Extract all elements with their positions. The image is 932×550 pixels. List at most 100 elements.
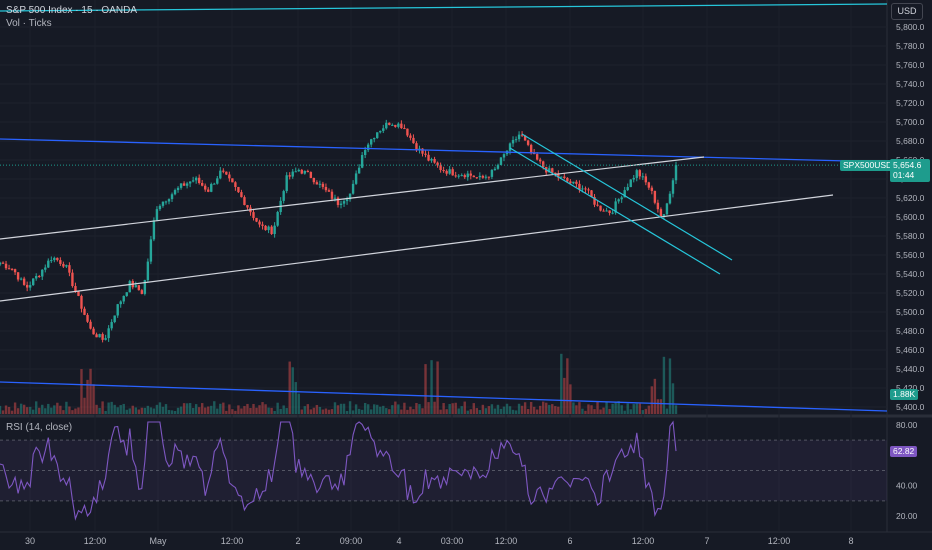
volume-bar bbox=[596, 401, 599, 414]
candle-body bbox=[288, 175, 291, 177]
volume-bar bbox=[336, 405, 340, 414]
volume-bar bbox=[309, 409, 313, 414]
volume-bar bbox=[674, 405, 678, 414]
candle-body bbox=[270, 226, 273, 235]
volume-bar bbox=[167, 409, 171, 414]
volume-bar bbox=[282, 405, 285, 414]
candle-body bbox=[10, 268, 14, 270]
volume-bar bbox=[351, 410, 355, 414]
candle-body bbox=[641, 176, 645, 178]
volume-bar bbox=[665, 408, 669, 414]
volume-bar bbox=[418, 404, 421, 414]
volume-bar bbox=[324, 408, 328, 414]
volume-bar bbox=[481, 404, 485, 414]
volume-bar bbox=[249, 407, 252, 414]
volume-bar bbox=[581, 408, 584, 414]
volume-bar bbox=[520, 405, 524, 414]
time-tick-label: 12:00 bbox=[84, 536, 107, 546]
volume-bar bbox=[388, 409, 391, 414]
volume-legend[interactable]: Vol · Ticks bbox=[6, 18, 52, 29]
volume-bar bbox=[297, 393, 300, 414]
candle-body bbox=[415, 143, 418, 151]
volume-bar bbox=[505, 403, 509, 414]
time-tick-label: 12:00 bbox=[768, 536, 791, 546]
candle-body bbox=[170, 194, 174, 200]
volume-bar bbox=[490, 404, 494, 414]
volume-bar bbox=[327, 409, 331, 414]
candle-body bbox=[376, 132, 379, 139]
volume-bar bbox=[466, 410, 469, 414]
volume-group bbox=[0, 353, 678, 414]
rsi-line bbox=[0, 420, 677, 521]
volume-bar bbox=[566, 358, 569, 414]
candle-body bbox=[463, 175, 466, 178]
volume-bar bbox=[339, 403, 343, 414]
volume-bar bbox=[264, 404, 267, 414]
countdown: 01:44 bbox=[893, 170, 915, 180]
candle-body bbox=[309, 172, 313, 178]
volume-bar bbox=[469, 409, 472, 414]
candle-body bbox=[339, 203, 343, 205]
candle-body bbox=[65, 265, 68, 267]
volume-bar bbox=[216, 408, 219, 414]
candle-body bbox=[575, 181, 578, 184]
time-tick-label: 4 bbox=[396, 536, 401, 546]
volume-bar bbox=[614, 402, 617, 414]
volume-bar bbox=[605, 402, 608, 414]
candle-body bbox=[7, 268, 11, 270]
volume-bar bbox=[65, 401, 68, 414]
candle-body bbox=[321, 183, 325, 187]
candle-body bbox=[179, 183, 183, 188]
volume-bar bbox=[7, 406, 11, 414]
volume-bar bbox=[382, 405, 385, 414]
volume-bar bbox=[1, 410, 5, 414]
candle-body bbox=[650, 187, 654, 191]
volume-bar bbox=[430, 360, 433, 414]
volume-bar bbox=[273, 410, 276, 414]
candle-body bbox=[237, 186, 240, 193]
symbol-legend[interactable]: S&P 500 Index · 15 · OANDA bbox=[6, 5, 137, 16]
candle-body bbox=[146, 261, 150, 281]
candle-body bbox=[436, 162, 439, 166]
candle-body bbox=[430, 159, 433, 161]
candle-body bbox=[599, 205, 602, 211]
price-tick-label: 5,760.0 bbox=[896, 60, 925, 70]
volume-bar bbox=[303, 406, 307, 414]
candle-body bbox=[391, 124, 394, 126]
candle-body bbox=[502, 154, 506, 158]
candle-body bbox=[478, 175, 482, 178]
price-tick-label: 5,460.0 bbox=[896, 345, 925, 355]
candle-body bbox=[409, 135, 412, 138]
currency-button[interactable]: USD bbox=[891, 3, 923, 20]
candle-body bbox=[602, 210, 605, 212]
candle-body bbox=[614, 201, 617, 213]
price-tick-label: 5,740.0 bbox=[896, 79, 925, 89]
price-tick-label: 5,400.0 bbox=[896, 402, 925, 412]
candle-body bbox=[511, 139, 515, 144]
candle-body bbox=[526, 140, 530, 145]
volume-bar bbox=[252, 403, 255, 414]
volume-bar bbox=[333, 402, 337, 414]
candle-body bbox=[451, 169, 454, 176]
volume-bar bbox=[424, 364, 427, 414]
candle-body bbox=[517, 134, 521, 140]
volume-bar bbox=[403, 402, 406, 414]
candle-body bbox=[665, 203, 669, 215]
rsi-legend[interactable]: RSI (14, close) bbox=[6, 422, 72, 433]
trendline bbox=[0, 138, 888, 163]
volume-bar bbox=[394, 401, 397, 414]
volume-bar bbox=[484, 408, 488, 414]
volume-bar bbox=[83, 397, 86, 414]
volume-bar bbox=[511, 409, 515, 414]
candle-body bbox=[155, 209, 159, 221]
candle-body bbox=[231, 178, 234, 183]
last-price-tag: 5,654.6 01:44 bbox=[890, 159, 930, 182]
candle-body bbox=[107, 328, 110, 339]
volume-bar bbox=[158, 402, 162, 414]
candle-body bbox=[397, 123, 400, 127]
candle-body bbox=[596, 204, 599, 206]
volume-bar bbox=[475, 408, 479, 414]
candle-body bbox=[671, 180, 675, 194]
volume-bar bbox=[376, 404, 379, 414]
